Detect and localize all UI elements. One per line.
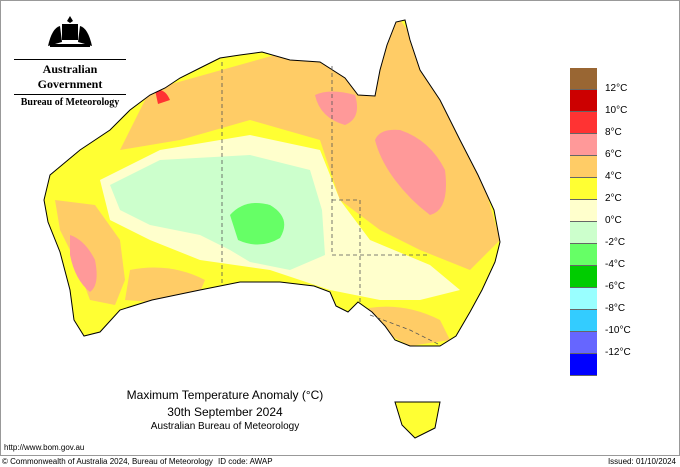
legend-bin	[570, 266, 597, 288]
legend-bin	[570, 288, 597, 310]
government-name: Australian Government	[37, 62, 103, 91]
government-logo: Australian Government Bureau of Meteorol…	[10, 12, 130, 108]
anomaly-map	[43, 19, 501, 439]
legend-bin	[570, 354, 597, 376]
legend-bin	[570, 134, 597, 156]
legend-label: 6°C	[605, 149, 622, 160]
coat-of-arms-icon	[48, 16, 92, 47]
legend-label: -8°C	[605, 303, 626, 314]
tasmania	[394, 401, 441, 439]
legend-bin	[570, 332, 597, 354]
id-code: ID code: AWAP	[218, 457, 273, 466]
legend-label: -6°C	[605, 281, 626, 292]
anomaly-fill	[44, 20, 500, 346]
map-title: Maximum Temperature Anomaly (°C)	[126, 388, 324, 402]
legend-label: 10°C	[605, 105, 628, 116]
issued-date: Issued: 01/10/2024	[607, 457, 676, 466]
legend-label: 0°C	[605, 215, 622, 226]
legend-bin	[570, 112, 597, 134]
legend-label: 2°C	[605, 193, 622, 204]
copyright: © Commonwealth of Australia 2024, Bureau…	[2, 457, 213, 466]
legend-bin	[570, 310, 597, 332]
legend-label: -2°C	[605, 237, 626, 248]
state-borders	[221, 62, 441, 346]
website-link[interactable]: http://www.bom.gov.au	[4, 443, 85, 452]
legend-label: 4°C	[605, 171, 622, 182]
map-source: Australian Bureau of Meteorology	[150, 421, 300, 432]
legend-bin	[570, 200, 597, 222]
legend-bin	[570, 90, 597, 112]
legend-label: -10°C	[605, 325, 631, 336]
legend-bin	[570, 68, 597, 90]
legend-bin	[570, 244, 597, 266]
agency-name: Bureau of Meteorology	[20, 97, 120, 108]
legend-label: -4°C	[605, 259, 626, 270]
legend-bin	[570, 178, 597, 200]
map-date: 30th September 2024	[167, 405, 283, 419]
legend-label: 12°C	[605, 83, 628, 94]
legend-label: -12°C	[605, 347, 631, 358]
legend-label: 8°C	[605, 127, 622, 138]
legend-bin	[570, 222, 597, 244]
legend-bin	[570, 156, 597, 178]
color-legend	[570, 68, 597, 376]
